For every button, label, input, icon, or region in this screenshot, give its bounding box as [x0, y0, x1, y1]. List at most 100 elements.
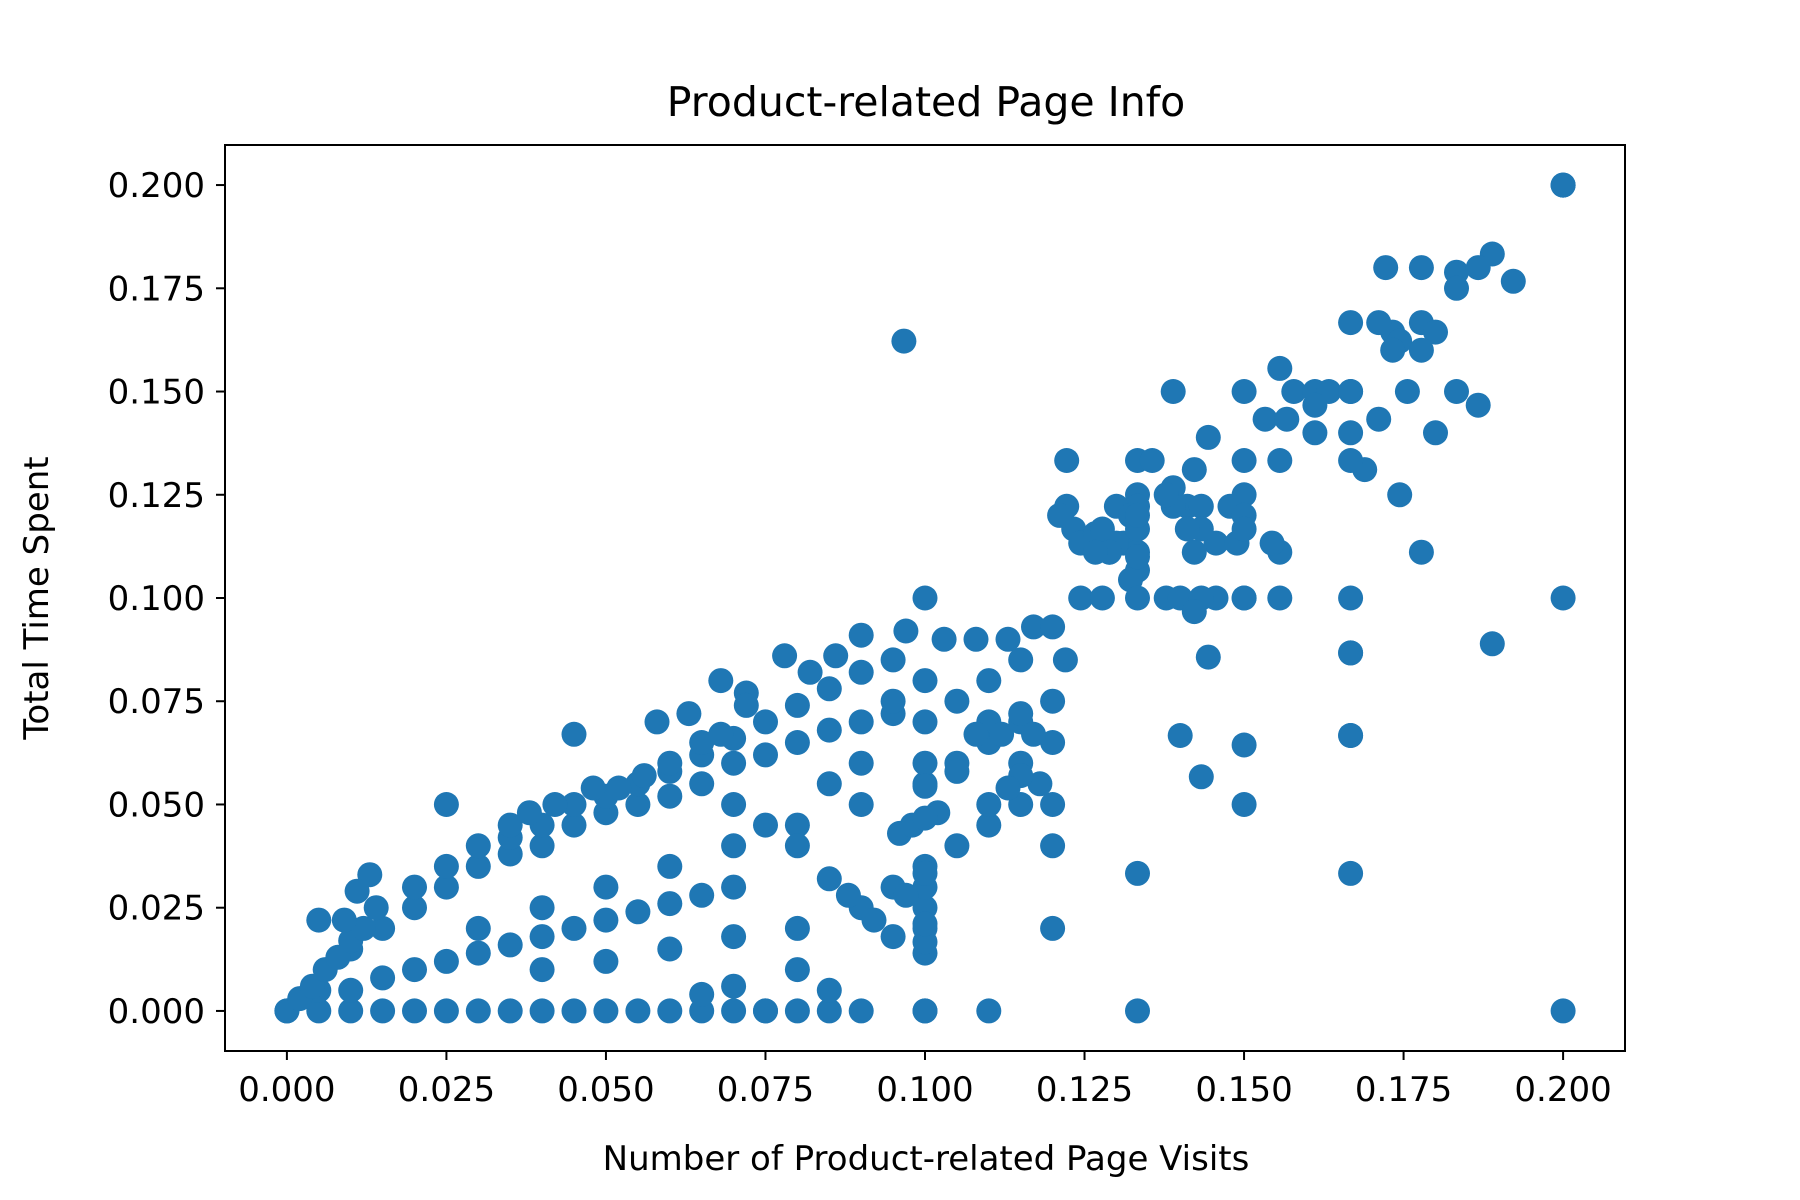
- scatter-point: [912, 805, 938, 831]
- scatter-point: [465, 833, 491, 859]
- scatter-point: [912, 750, 938, 776]
- scatter-point: [1125, 502, 1150, 528]
- scatter-point: [1423, 420, 1448, 446]
- scatter-point: [989, 721, 1015, 747]
- y-tick-label: 0.050: [108, 785, 205, 825]
- scatter-point: [497, 932, 523, 958]
- scatter-point: [1040, 833, 1066, 859]
- x-tick-label: 0.075: [717, 1070, 814, 1110]
- scatter-point: [1444, 275, 1469, 301]
- scatter-point: [1160, 379, 1186, 404]
- scatter-point: [402, 957, 427, 983]
- scatter-point: [1047, 502, 1073, 528]
- scatter-point: [402, 895, 427, 921]
- scatter-point: [631, 763, 657, 789]
- scatter-point: [1027, 771, 1053, 797]
- scatter-point: [995, 626, 1021, 652]
- scatter-point: [657, 783, 683, 809]
- x-tick-label: 0.000: [238, 1070, 335, 1110]
- scatter-point: [784, 730, 810, 755]
- scatter-point: [1231, 516, 1257, 542]
- scatter-point: [465, 915, 491, 941]
- scatter-point: [1181, 457, 1207, 483]
- scatter-point: [657, 998, 683, 1024]
- scatter-point: [1174, 516, 1200, 542]
- scatter-point: [708, 668, 734, 694]
- scatter-points: [274, 172, 1576, 1024]
- scatter-point: [370, 998, 396, 1024]
- scatter-point: [797, 659, 823, 685]
- scatter-point: [944, 758, 970, 784]
- scatter-point: [816, 977, 842, 1003]
- scatter-point: [561, 812, 587, 838]
- scatter-point: [1387, 482, 1413, 508]
- scatter-point: [721, 998, 747, 1024]
- scatter-point: [1054, 448, 1080, 473]
- scatter-point: [1302, 420, 1328, 446]
- scatter-point: [848, 709, 874, 735]
- scatter-point: [657, 750, 683, 776]
- scatter-point: [1231, 792, 1257, 817]
- scatter-point: [1267, 355, 1293, 381]
- scatter-point: [1338, 860, 1364, 886]
- scatter-point: [944, 688, 970, 714]
- scatter-point: [465, 853, 491, 879]
- x-tick-label: 0.125: [1036, 1070, 1133, 1110]
- scatter-point: [363, 895, 389, 921]
- x-tick-label: 0.200: [1514, 1070, 1611, 1110]
- scatter-point: [1040, 688, 1066, 714]
- x-axis: 0.000 0.025 0.050 0.075 0.100 0.125 0.150 0.175…: [238, 1051, 1612, 1110]
- scatter-point: [1252, 406, 1278, 432]
- scatter-point: [1231, 379, 1257, 404]
- scatter-point: [1380, 337, 1406, 363]
- scatter-point: [1408, 539, 1434, 565]
- scatter-point: [1550, 172, 1576, 198]
- scatter-point: [1366, 406, 1392, 432]
- scatter-point: [721, 924, 747, 950]
- scatter-point: [402, 998, 427, 1024]
- scatter-point: [1302, 392, 1328, 418]
- scatter-point: [529, 833, 555, 859]
- scatter-point: [402, 874, 427, 900]
- x-tick-label: 0.050: [557, 1070, 654, 1110]
- scatter-point: [344, 878, 370, 904]
- scatter-point: [931, 626, 957, 652]
- scatter-point: [561, 721, 587, 747]
- scatter-point: [753, 812, 778, 838]
- scatter-point: [1394, 379, 1420, 404]
- scatter-point: [1465, 392, 1491, 418]
- scatter-point: [893, 882, 919, 908]
- scatter-point: [1040, 730, 1066, 755]
- scatter-point: [912, 998, 938, 1024]
- scatter-point: [912, 709, 938, 735]
- scatter-point: [1444, 379, 1469, 404]
- scatter-point: [1267, 448, 1293, 473]
- scatter-point: [784, 692, 810, 718]
- scatter-point: [1338, 310, 1364, 336]
- y-tick-label: 0.025: [108, 889, 205, 929]
- scatter-point: [625, 792, 651, 817]
- y-tick-label: 0.000: [108, 992, 205, 1032]
- scatter-point: [772, 643, 798, 669]
- scatter-point: [606, 775, 632, 801]
- y-axis-label: Total Time Spent: [17, 456, 57, 740]
- scatter-point: [465, 940, 491, 966]
- scatter-point: [880, 688, 906, 714]
- scatter-point: [816, 998, 842, 1024]
- scatter-point: [657, 853, 683, 879]
- scatter-point: [1139, 448, 1165, 473]
- scatter-point: [1550, 585, 1576, 611]
- scatter-point: [561, 915, 587, 941]
- scatter-point: [708, 721, 734, 747]
- chart-title: Product-related Page Info: [667, 78, 1185, 126]
- x-tick-label: 0.100: [876, 1070, 973, 1110]
- scatter-point: [1195, 424, 1221, 450]
- scatter-point: [370, 915, 396, 941]
- scatter-point: [1338, 420, 1364, 446]
- scatter-point: [625, 899, 651, 925]
- scatter-point: [1408, 255, 1434, 281]
- plot-area: [224, 144, 1626, 1052]
- scatter-point: [689, 981, 715, 1007]
- scatter-point: [593, 998, 619, 1024]
